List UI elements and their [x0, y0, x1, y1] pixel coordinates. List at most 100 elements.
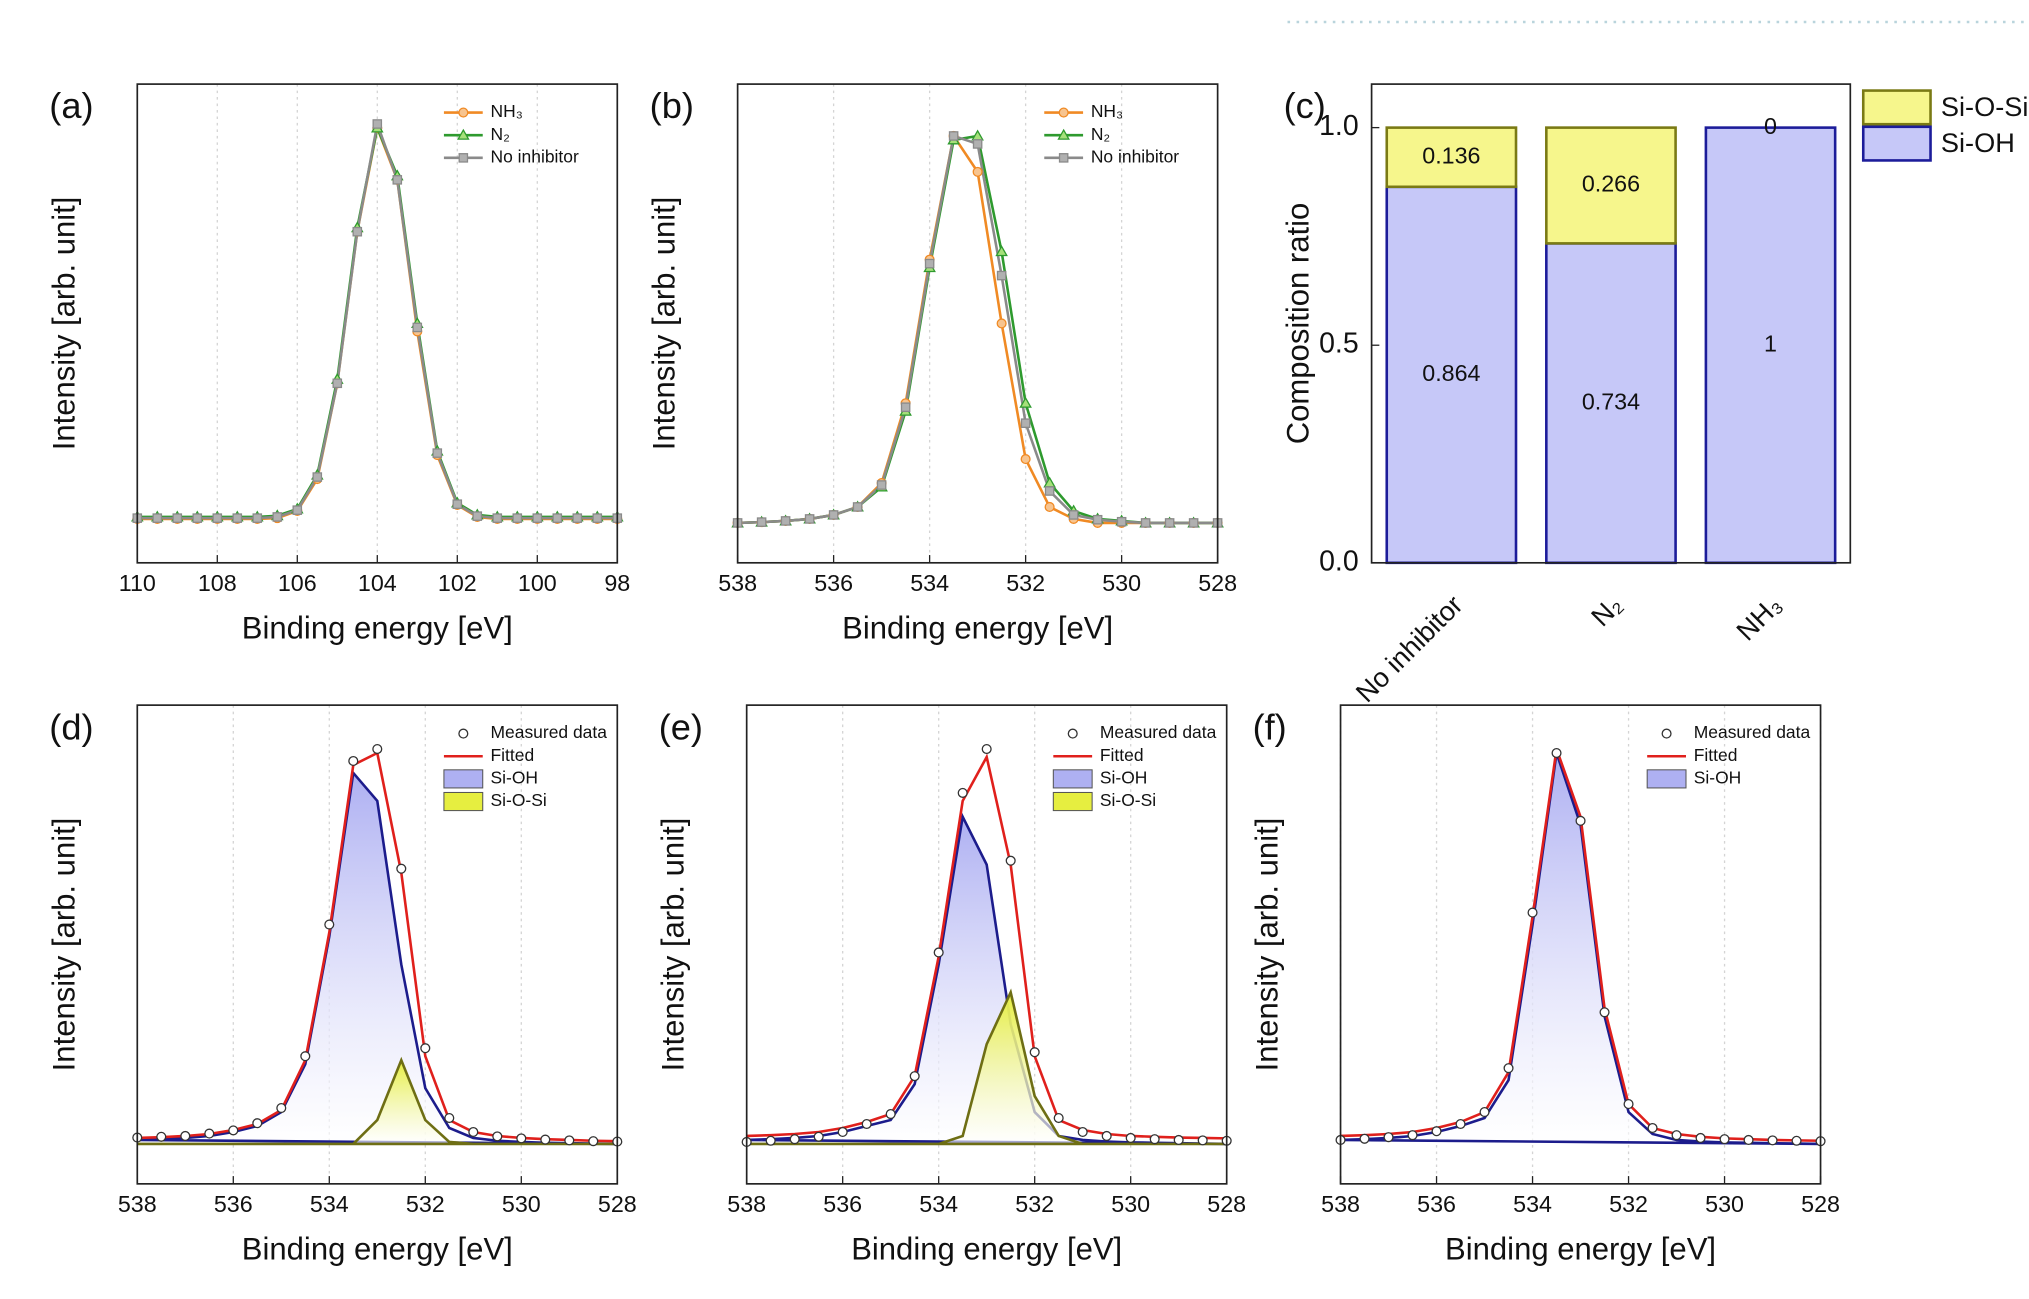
data-point: [300, 1051, 311, 1062]
data-point: [981, 743, 992, 755]
legend-label: NH₃: [491, 101, 523, 121]
data-point: [432, 448, 443, 458]
legend-swatch: [1861, 125, 1932, 162]
legend-label: Fitted: [491, 745, 535, 765]
data-point: [468, 1126, 479, 1138]
legend-label: Si-OH: [1694, 767, 1742, 787]
data-point: [564, 1135, 575, 1146]
data-point: [540, 1134, 551, 1145]
plot-frame: [745, 704, 1228, 1185]
plot-frame: [136, 704, 619, 1185]
panel-label: (e): [659, 706, 703, 747]
data-point: [995, 245, 1008, 257]
x-tick-label: 530: [1705, 1191, 1744, 1217]
y-axis-label: Intensity [arb. unit]: [46, 818, 81, 1072]
data-point: [232, 513, 243, 523]
data-point: [900, 402, 911, 413]
y-axis-label: Composition ratio: [1281, 203, 1316, 445]
legend-label: Measured data: [491, 722, 608, 742]
data-point: [572, 513, 583, 523]
x-tick-label: 528: [598, 1191, 637, 1217]
x-axis-label: Binding energy [eV]: [242, 610, 513, 645]
data-point: [780, 516, 791, 526]
x-tick-label: 104: [358, 570, 397, 596]
data-point: [332, 378, 343, 389]
x-tick-label: 532: [1006, 570, 1045, 596]
legend-label: Si-O-Si: [1100, 790, 1156, 810]
x-tick-label: 534: [1513, 1191, 1552, 1217]
data-point: [552, 513, 563, 523]
x-tick-label: 536: [823, 1191, 862, 1217]
data-point: [276, 1103, 287, 1114]
data-point: [204, 1128, 215, 1139]
data-point: [1791, 1135, 1802, 1146]
legend-label: No inhibitor: [1091, 146, 1179, 166]
data-point: [1020, 418, 1031, 428]
x-tick-label: 534: [919, 1191, 958, 1217]
data-point: [756, 517, 767, 527]
bar-segment: [1545, 242, 1677, 565]
data-point: [420, 1043, 431, 1054]
data-point: [472, 511, 483, 521]
x-tick-label: 530: [502, 1191, 541, 1217]
data-point: [765, 1135, 776, 1146]
legend-swatch: [1646, 769, 1687, 789]
legend-label: NH₃: [1091, 101, 1123, 121]
data-point: [588, 1136, 599, 1147]
data-point: [352, 226, 363, 237]
data-point: [1503, 1063, 1514, 1074]
data-point: [876, 480, 887, 490]
y-axis-label: Intensity [arb. unit]: [647, 197, 682, 451]
data-point: [312, 472, 323, 482]
data-point: [1019, 396, 1032, 408]
legend-label: Measured data: [1100, 722, 1217, 742]
data-point: [252, 1118, 263, 1129]
legend-label: Fitted: [1694, 745, 1738, 765]
legend-swatch: [443, 769, 484, 789]
data-point: [1767, 1135, 1778, 1146]
data-label: 0.136: [1422, 142, 1480, 168]
panel-label: (f): [1253, 706, 1287, 747]
data-point: [292, 505, 303, 515]
x-tick-label: 538: [727, 1191, 766, 1217]
legend-marker: [1067, 728, 1078, 739]
x-axis-label: Binding energy [eV]: [851, 1231, 1122, 1266]
y-axis-label: Intensity [arb. unit]: [46, 197, 81, 451]
plot-frame: [1370, 83, 1852, 564]
data-point: [412, 322, 423, 333]
data-point: [1599, 1007, 1610, 1018]
data-point: [1044, 486, 1055, 496]
data-label: 0.734: [1582, 388, 1640, 414]
data-point: [1479, 1106, 1490, 1118]
bar-segment: [1704, 126, 1837, 565]
data-point: [372, 743, 383, 755]
x-tick-label: 528: [1198, 570, 1237, 596]
data-point: [828, 510, 839, 520]
data-point: [837, 1126, 848, 1138]
data-point: [1149, 1134, 1160, 1145]
x-axis-label: Binding energy [eV]: [842, 610, 1113, 645]
x-tick-label: 536: [814, 570, 853, 596]
data-point: [1140, 518, 1151, 528]
legend-swatch: [1052, 791, 1093, 812]
data-point: [392, 175, 403, 185]
data-point: [172, 513, 183, 523]
panel-label: (b): [650, 85, 694, 126]
data-point: [1029, 1047, 1040, 1058]
data-point: [180, 1130, 191, 1142]
data-point: [252, 513, 263, 523]
data-point: [152, 513, 163, 523]
panel-label: (d): [49, 706, 93, 747]
data-point: [192, 513, 203, 523]
legend-label: Si-OH: [1941, 127, 2015, 158]
x-tick-label: 534: [310, 1191, 349, 1217]
data-label: 0.266: [1582, 171, 1640, 197]
data-point: [1197, 1135, 1208, 1146]
data-point: [1125, 1132, 1136, 1144]
data-point: [885, 1108, 896, 1120]
y-tick-label: 1.0: [1319, 110, 1359, 142]
data-point: [948, 131, 959, 141]
legend-label: No inhibitor: [491, 146, 579, 166]
data-point: [957, 787, 968, 798]
